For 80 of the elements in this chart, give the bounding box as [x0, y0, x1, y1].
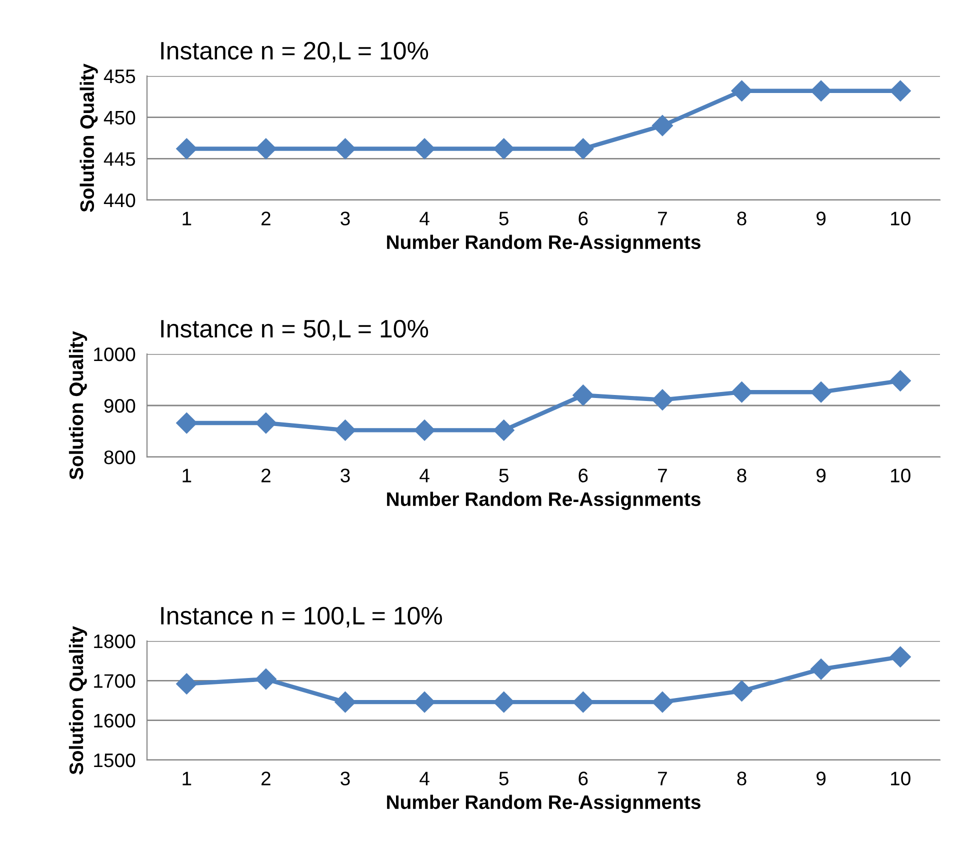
point: [890, 646, 911, 668]
x-axis-title: Number Random Re-Assignments: [387, 234, 700, 254]
point: [731, 80, 752, 102]
x-tick-label: 8: [737, 468, 746, 482]
point: [176, 673, 198, 694]
point: [176, 412, 198, 434]
x-tick-label: 5: [499, 772, 508, 786]
point: [652, 692, 673, 713]
y-axis-title: Solution Quality: [80, 64, 98, 212]
x-tick-label: 10: [891, 212, 910, 226]
x-tick-label: 8: [737, 772, 746, 786]
x-tick-label: 5: [499, 468, 508, 482]
point: [176, 138, 198, 160]
point: [890, 370, 911, 392]
x-tick-label: 7: [658, 772, 667, 786]
y-tick-label: 800: [104, 450, 136, 464]
y-axis-title: Solution Quality: [68, 626, 88, 774]
x-tick-label: 10: [891, 772, 910, 786]
x-tick-label: 9: [816, 772, 826, 786]
x-tick-label: 3: [340, 772, 350, 786]
y-tick-label: 440: [104, 193, 136, 208]
point: [810, 658, 832, 680]
x-axis-title: Number Random Re-Assignments: [387, 794, 700, 814]
x-tick-label: 8: [737, 212, 746, 226]
x-tick-label: 3: [340, 468, 350, 482]
point: [255, 412, 276, 434]
x-tick-label: 2: [262, 772, 270, 786]
chart-title: Instance n = 100,L = 10%: [161, 606, 442, 628]
x-axis-title: Number Random Re-Assignments: [387, 492, 700, 510]
point: [414, 692, 436, 713]
y-tick-label: 455: [104, 70, 136, 84]
x-tick-label: 2: [262, 468, 270, 482]
x-tick-label: 5: [499, 212, 508, 226]
point: [414, 420, 436, 441]
point: [652, 389, 673, 410]
x-tick-label: 3: [340, 212, 350, 226]
x-tick-label: 4: [420, 212, 430, 226]
point: [414, 138, 436, 160]
point: [334, 420, 356, 441]
chart-title: Instance n = 50,L = 10%: [161, 320, 428, 341]
point: [652, 115, 673, 136]
point: [572, 138, 594, 160]
point: [731, 382, 752, 403]
point: [255, 668, 276, 690]
x-tick-label: 7: [658, 212, 667, 226]
x-tick-label: 10: [891, 468, 910, 482]
y-tick-label: 450: [104, 110, 136, 125]
chart-title: Instance n = 20,L = 10%: [161, 42, 428, 63]
point: [493, 420, 514, 441]
x-tick-label: 7: [658, 468, 667, 482]
x-tick-label: 1: [182, 772, 192, 786]
x-tick-label: 1: [182, 212, 192, 226]
y-tick-label: 900: [104, 398, 136, 413]
point: [255, 138, 276, 160]
x-tick-label: 9: [816, 468, 826, 482]
y-tick-label: 1700: [94, 674, 136, 688]
point: [493, 138, 514, 160]
y-tick-label: 1600: [94, 714, 136, 728]
point: [810, 80, 832, 102]
x-tick-label: 6: [578, 212, 588, 226]
y-tick-label: 1500: [94, 753, 136, 768]
point: [572, 692, 594, 713]
point: [334, 138, 356, 160]
x-tick-label: 2: [262, 212, 270, 226]
x-tick-label: 4: [420, 772, 430, 786]
point: [493, 692, 514, 713]
y-tick-label: 445: [104, 152, 136, 166]
y-tick-label: 1000: [94, 347, 136, 362]
y-axis-title: Solution Quality: [68, 331, 88, 480]
x-tick-label: 9: [816, 212, 826, 226]
point: [890, 80, 911, 102]
x-tick-label: 4: [420, 468, 430, 482]
x-tick-label: 1: [182, 468, 192, 482]
x-tick-label: 6: [578, 772, 588, 786]
x-tick-label: 6: [578, 468, 588, 482]
point: [334, 692, 356, 713]
y-tick-label: 1800: [94, 634, 136, 648]
point: [572, 384, 594, 406]
point: [731, 680, 752, 702]
point: [810, 382, 832, 403]
